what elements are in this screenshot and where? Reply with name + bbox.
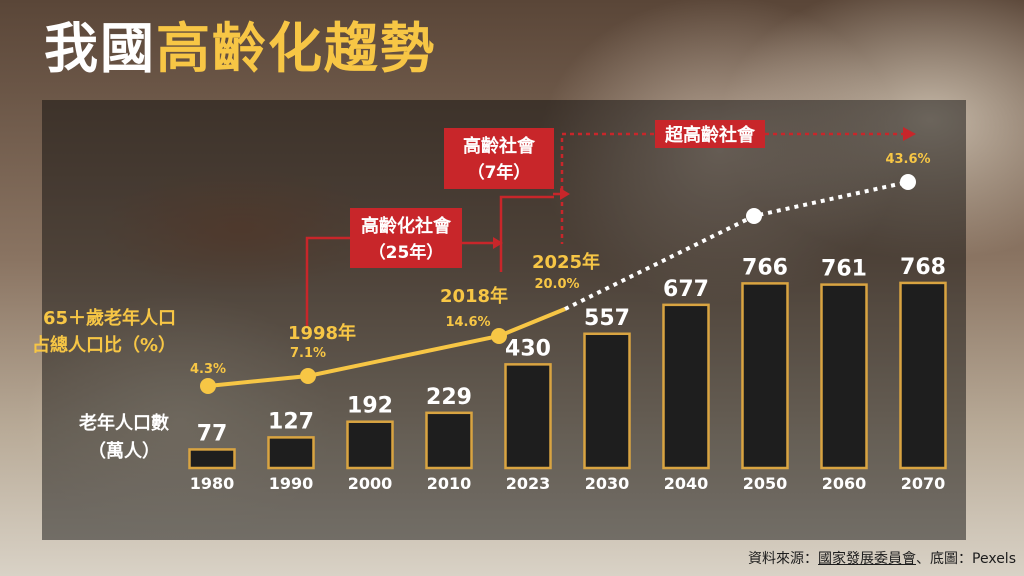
stage1-left-bracket: [305, 236, 350, 327]
x-label-2030: 2030: [585, 474, 630, 493]
ratio-year-1998: 1998年: [288, 322, 356, 344]
bar-value-2050: 766: [742, 255, 788, 280]
ratio-value-1980: 4.3%: [190, 362, 226, 377]
ratio-points: [200, 174, 916, 394]
x-label-2070: 2070: [901, 474, 946, 493]
bar-value-2000: 192: [347, 394, 393, 419]
stage-aged-label: 高齡社會: [463, 135, 536, 157]
ratio-legend-line2: 占總人口比（%）: [32, 334, 176, 356]
ratio-dot-3: [746, 208, 762, 224]
ratio-dot-1: [300, 368, 316, 384]
bar-value-2060: 761: [821, 257, 867, 282]
ratio-year-2018: 2018年: [440, 285, 508, 307]
credit-suffix: 、底圖：Pexels: [916, 551, 1016, 567]
x-axis-labels: 1980 1990 2000 2010 2023 2030 2040 2050 2060 2070: [190, 474, 946, 493]
bar-value-2040: 677: [663, 277, 709, 302]
ratio-value-2018: 14.6%: [445, 315, 490, 330]
source-credit: 資料來源：國家發展委員會、底圖：Pexels: [748, 548, 1016, 568]
x-label-2040: 2040: [664, 474, 709, 493]
bar-value-2023: 430: [505, 336, 551, 361]
count-legend-line2: （萬人）: [88, 441, 160, 462]
stage1-arrowhead: [493, 237, 503, 249]
x-label-1990: 1990: [269, 474, 314, 493]
x-label-2060: 2060: [822, 474, 867, 493]
stage3-arrowhead: [903, 127, 916, 141]
page-title: 我國高齡化趨勢: [44, 14, 436, 84]
x-label-2010: 2010: [427, 474, 472, 493]
stage-arrows: [305, 127, 916, 327]
x-label-2050: 2050: [743, 474, 788, 493]
ratio-line-group: [200, 174, 916, 394]
bar-value-2010: 229: [426, 385, 472, 410]
bar-1980: [188, 448, 236, 470]
ratio-year-2025: 2025年: [532, 251, 600, 273]
stage-box-super-aged: 超高齡社會: [655, 120, 765, 148]
bar-value-1980: 77: [197, 421, 228, 446]
ratio-legend-line1: 65＋歲老年人口: [43, 307, 176, 329]
x-label-1980: 1980: [190, 474, 235, 493]
bar-2060: [820, 283, 868, 470]
bar-2040: [662, 303, 710, 470]
ratio-legend: 65＋歲老年人口 占總人口比（%）: [32, 307, 176, 356]
ratio-dot-0: [200, 378, 216, 394]
count-legend-line1: 老年人口數: [79, 412, 169, 434]
bars-group: 77 127 192 229 430 557 677 766 761 768: [188, 255, 947, 470]
ratio-value-2025: 20.0%: [534, 277, 579, 292]
ratio-value-1998: 7.1%: [290, 346, 326, 361]
bar-value-2030: 557: [584, 306, 630, 331]
ratio-dot-2: [491, 328, 507, 344]
bar-2023: [504, 363, 552, 470]
credit-source-link[interactable]: 國家發展委員會: [818, 551, 917, 567]
stage-box-aged: 高齡社會 （7年）: [444, 128, 554, 189]
x-label-2000: 2000: [348, 474, 393, 493]
bar-2000: [346, 420, 394, 470]
ratio-point-labels: 4.3% 1998年 7.1% 2018年 14.6% 2025年 20.0% …: [190, 152, 931, 377]
stage-box-aging: 高齡化社會 （25年）: [350, 208, 462, 268]
credit-prefix: 資料來源：: [748, 551, 819, 567]
x-label-2023: 2023: [506, 474, 551, 493]
title-white-part: 我國: [44, 17, 156, 80]
stage-aging-label: 高齡化社會: [361, 215, 452, 237]
title-yellow-part: 高齡化趨勢: [156, 17, 436, 80]
bar-1990: [267, 436, 315, 470]
stage2-left-bracket: [499, 195, 554, 245]
ratio-value-2070: 43.6%: [885, 152, 930, 167]
bar-2070: [899, 281, 947, 470]
bar-2050: [741, 282, 789, 470]
count-legend: 老年人口數 （萬人）: [79, 412, 169, 462]
bar-value-1990: 127: [268, 409, 314, 434]
stage-super-aged-label: 超高齡社會: [665, 124, 756, 146]
stage-aged-years: （7年）: [468, 162, 531, 183]
bar-2010: [425, 411, 473, 470]
bar-2030: [583, 332, 631, 470]
bar-value-2070: 768: [900, 255, 946, 280]
ratio-line-solid: [207, 307, 566, 388]
stage-aging-years: （25年）: [369, 242, 444, 263]
ratio-dot-4: [900, 174, 916, 190]
